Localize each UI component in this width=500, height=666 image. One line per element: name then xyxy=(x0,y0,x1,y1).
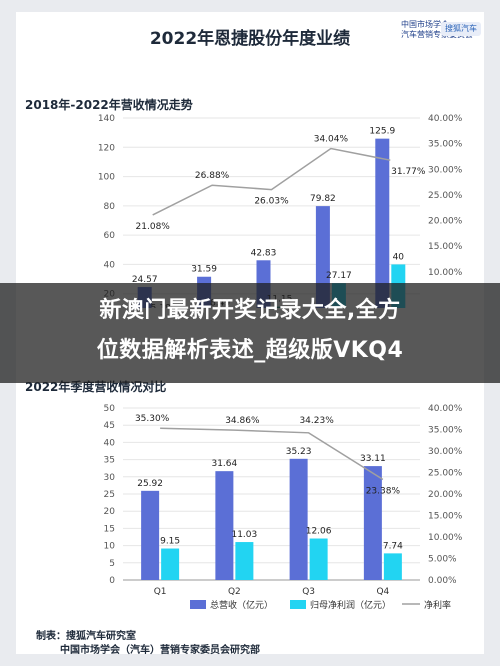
y-left-tick-label: 50 xyxy=(104,404,116,414)
revenue-data-label: 79.82 xyxy=(310,194,336,204)
x-category-label: Q1 xyxy=(154,587,167,597)
margin-line xyxy=(160,427,384,481)
y-right-tick-label: 20.00% xyxy=(428,490,463,500)
margin-data-label: 34.86% xyxy=(225,416,260,426)
y-right-tick-label: 5.00% xyxy=(428,555,457,565)
margin-data-label: 34.04% xyxy=(314,135,349,145)
revenue-bar xyxy=(363,466,382,580)
profit-bar xyxy=(383,553,402,580)
y-left-tick-label: 100 xyxy=(98,173,115,183)
logo-text-block: 中国市场学会 汽车营销专家委员会 xyxy=(401,20,473,40)
y-left-tick-label: 60 xyxy=(104,231,116,241)
source-org: 中国市场学会（汽车）营销专家委员会研究部 xyxy=(60,645,260,656)
revenue-data-label: 35.23 xyxy=(286,447,312,457)
y-right-tick-label: 30.00% xyxy=(428,447,463,457)
revenue-bar xyxy=(375,138,390,308)
y-right-tick-label: 0.00% xyxy=(428,576,457,586)
headline-line-1: 新澳门最新开奖记录大全,全方 xyxy=(99,298,401,323)
y-left-tick-label: 80 xyxy=(104,202,116,212)
y-left-tick-label: 40 xyxy=(104,438,116,448)
legend-swatch-profit xyxy=(290,600,306,609)
margin-line xyxy=(152,147,391,216)
source-credit: 制表：搜狐汽车研究室 xyxy=(36,631,136,642)
y-left-tick-label: 35 xyxy=(104,456,115,466)
profit-data-label: 40 xyxy=(393,252,405,262)
y-left-tick-label: 15 xyxy=(104,524,115,534)
revenue-data-label: 31.59 xyxy=(191,265,217,275)
revenue-data-label: 33.11 xyxy=(360,454,386,464)
x-category-label: Q3 xyxy=(302,587,315,597)
margin-data-label: 31.77% xyxy=(391,167,426,177)
revenue-bar xyxy=(215,471,234,580)
y-right-tick-label: 25.00% xyxy=(428,191,463,201)
y-left-tick-label: 0 xyxy=(109,576,115,586)
profit-bar xyxy=(161,548,180,580)
y-left-tick-label: 140 xyxy=(98,114,115,124)
y-right-tick-label: 15.00% xyxy=(428,512,463,522)
annual-revenue-chart: 2040608010012014010.00%15.00%20.00%25.00… xyxy=(98,114,463,308)
y-left-tick-label: 120 xyxy=(98,143,115,153)
margin-data-label: 23.38% xyxy=(366,486,401,496)
profit-bar xyxy=(235,542,254,580)
y-right-tick-label: 10.00% xyxy=(428,268,463,278)
profit-data-label: 12.06 xyxy=(306,527,332,537)
legend-label-revenue: 总营收（亿元） xyxy=(210,599,273,611)
y-left-tick-label: 40 xyxy=(104,260,116,270)
x-category-label: Q2 xyxy=(228,587,241,597)
y-right-tick-label: 30.00% xyxy=(428,165,463,175)
logo-org-subname: 汽车营销专家委员会 xyxy=(401,30,473,39)
y-right-tick-label: 35.00% xyxy=(428,426,463,436)
revenue-data-label: 125.9 xyxy=(369,127,395,137)
headline-line-2: 位数据解析表述_超级版VKQ4 xyxy=(96,338,404,363)
report-title: 2022年恩捷股份年度业绩 xyxy=(149,29,351,49)
x-category-label: Q4 xyxy=(376,587,389,597)
margin-data-label: 21.08% xyxy=(136,222,171,232)
y-right-tick-label: 35.00% xyxy=(428,140,463,150)
profit-data-label: 11.03 xyxy=(231,530,257,540)
revenue-data-label: 24.57 xyxy=(132,275,158,285)
logo-org-name: 中国市场学会 xyxy=(401,20,449,29)
headline-overlay xyxy=(0,283,500,383)
quarterly-revenue-chart: 0 5 10 15 20 25 30 35 40 45 50 0.00% 5.00% 10.00% 15.0… xyxy=(104,404,463,611)
legend-label-margin: 净利率 xyxy=(424,599,451,611)
revenue-bar xyxy=(315,206,330,308)
margin-data-label: 34.23% xyxy=(299,416,334,426)
y-left-tick-label: 10 xyxy=(104,542,116,552)
y-left-tick-label: 5 xyxy=(109,559,115,569)
margin-data-label: 26.03% xyxy=(254,197,289,207)
profit-data-label: 7.74 xyxy=(383,541,403,551)
legend-swatch-revenue xyxy=(190,600,206,609)
chart1-title: 2018年-2022年营收情况走势 xyxy=(25,98,193,112)
revenue-data-label: 31.64 xyxy=(211,459,237,469)
y-left-tick-label: 30 xyxy=(104,473,116,483)
y-right-tick-label: 15.00% xyxy=(428,242,463,252)
margin-data-label: 35.30% xyxy=(135,414,170,424)
y-right-tick-label: 20.00% xyxy=(428,217,463,227)
y-right-tick-label: 10.00% xyxy=(428,533,463,543)
revenue-bar xyxy=(141,490,160,580)
revenue-data-label: 25.92 xyxy=(137,479,163,489)
y-left-tick-label: 45 xyxy=(104,421,115,431)
profit-bar xyxy=(309,538,328,580)
profit-data-label: 27.17 xyxy=(326,271,352,281)
headline-text: 新澳门最新开奖记录大全,全方 位数据解析表述_超级版VKQ4 xyxy=(18,291,482,371)
margin-data-label: 26.88% xyxy=(195,171,230,181)
chart2-title: 2022年季度营收情况对比 xyxy=(25,380,167,394)
legend-label-profit: 归母净利润（亿元） xyxy=(310,599,391,611)
y-right-tick-label: 25.00% xyxy=(428,469,463,479)
y-right-tick-label: 40.00% xyxy=(428,404,463,414)
revenue-data-label: 42.83 xyxy=(251,248,277,258)
profit-data-label: 9.15 xyxy=(160,537,180,547)
sohu-auto-logo: 搜狐汽车 xyxy=(441,22,481,36)
y-left-tick-label: 25 xyxy=(104,490,115,500)
y-right-tick-label: 40.00% xyxy=(428,114,463,124)
y-left-tick-label: 20 xyxy=(104,507,116,517)
revenue-bar xyxy=(289,458,308,580)
